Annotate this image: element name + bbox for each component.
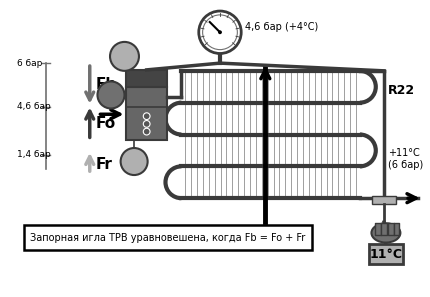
- Circle shape: [110, 42, 139, 71]
- Text: Fb: Fb: [95, 77, 117, 92]
- Text: +11°C
(6 бар): +11°C (6 бар): [388, 148, 423, 170]
- Text: 1,4 бар: 1,4 бар: [17, 150, 51, 159]
- Circle shape: [121, 148, 147, 175]
- Bar: [369, 244, 403, 264]
- Text: Fr: Fr: [95, 157, 112, 172]
- Circle shape: [143, 113, 150, 120]
- Text: +4°C: +4°C: [249, 232, 281, 245]
- Text: 6 бар: 6 бар: [17, 59, 43, 68]
- Text: 4,6 бар: 4,6 бар: [17, 102, 51, 111]
- Bar: [375, 223, 381, 235]
- Circle shape: [143, 121, 150, 127]
- Text: R22: R22: [388, 84, 415, 97]
- Text: r: r: [132, 157, 137, 167]
- Bar: [24, 225, 312, 250]
- Bar: [393, 223, 399, 235]
- Circle shape: [143, 128, 150, 135]
- Ellipse shape: [372, 223, 400, 243]
- Text: o: o: [107, 90, 115, 100]
- Circle shape: [98, 81, 124, 108]
- Text: 11°C: 11°C: [369, 248, 402, 261]
- Text: Запорная игла ТРВ уравновешена, когда Fb = Fo + Fr: Запорная игла ТРВ уравновешена, когда Fb…: [30, 233, 306, 243]
- Circle shape: [218, 30, 222, 34]
- Text: b: b: [120, 51, 129, 61]
- Circle shape: [203, 15, 237, 50]
- Text: Fo: Fo: [95, 116, 116, 131]
- Circle shape: [199, 11, 241, 53]
- Bar: [126, 87, 167, 140]
- Bar: [372, 196, 396, 204]
- Bar: [126, 70, 167, 87]
- Bar: [381, 223, 387, 235]
- Bar: [388, 223, 393, 235]
- Text: 4,6 бар (+4°C): 4,6 бар (+4°C): [245, 23, 318, 32]
